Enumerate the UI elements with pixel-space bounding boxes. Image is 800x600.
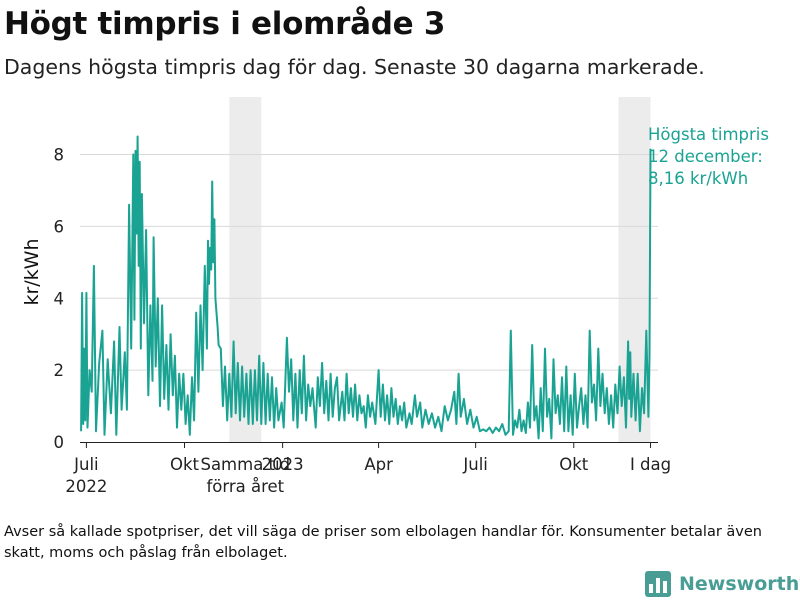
y-tick-labels: 0 2 4 6 8 bbox=[54, 146, 65, 453]
x-tick-label: Okt bbox=[559, 455, 589, 474]
x-tick-sublabel: 2022 bbox=[65, 477, 107, 496]
line-chart: 0 2 4 6 8 kr/kWh Juli 2022 Okt 2023 Apr Juli Okt I … bbox=[21, 97, 769, 496]
brand-name: Newsworthy bbox=[679, 573, 800, 595]
annotation-line: Högsta timpris bbox=[648, 125, 769, 144]
x-tick-label: Okt bbox=[170, 455, 200, 474]
x-tick-label: Juli bbox=[73, 455, 99, 474]
y-axis-label: kr/kWh bbox=[21, 238, 43, 305]
annotation-line: 8,16 kr/kWh bbox=[648, 169, 748, 188]
series-line bbox=[80, 135, 652, 440]
y-tick-label: 0 bbox=[54, 433, 65, 452]
y-tick-label: 2 bbox=[54, 361, 65, 380]
y-tick-label: 4 bbox=[54, 289, 65, 308]
y-tick-label: 6 bbox=[54, 217, 65, 236]
chart-title: Högt timpris i elområde 3 bbox=[4, 6, 446, 42]
bar-chart-logo-icon bbox=[645, 571, 671, 597]
highlight-sublabel: förra året bbox=[206, 477, 284, 496]
x-tick-label: I dag bbox=[630, 455, 671, 474]
chart-subtitle: Dagens högsta timpris dag för dag. Senas… bbox=[4, 55, 705, 79]
footnote: Avser så kallade spotpriser, det vill sä… bbox=[4, 524, 762, 561]
highlight-labels: Samma tid förra året bbox=[200, 455, 290, 496]
y-tick-label: 8 bbox=[54, 146, 65, 165]
x-tick-label: Apr bbox=[364, 455, 393, 474]
x-tick-labels: Juli 2022 Okt 2023 Apr Juli Okt I dag bbox=[65, 442, 671, 496]
highlight-label: Samma tid bbox=[200, 455, 290, 474]
x-tick-label: Juli bbox=[462, 455, 488, 474]
brand-logo: Newsworthy bbox=[645, 569, 800, 599]
annotation-line: 12 december: bbox=[648, 147, 763, 166]
y-gridlines bbox=[80, 154, 658, 371]
x-tick-label: 2023 bbox=[262, 455, 304, 474]
annotation: Högsta timpris 12 december: 8,16 kr/kWh bbox=[648, 125, 769, 188]
